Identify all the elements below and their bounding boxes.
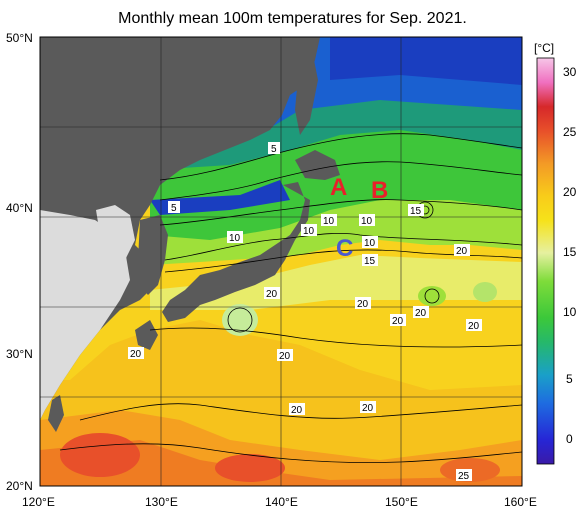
svg-text:20: 20 [291,405,303,416]
contour-label: 15 [362,254,378,267]
contour-lines [59,133,522,463]
contour-label: 5 [268,142,280,155]
colorbar-tick-30: 30 [563,65,577,79]
svg-text:10: 10 [364,238,376,249]
point-c-label: C [336,235,353,262]
svg-text:15: 15 [364,256,376,267]
svg-text:20: 20 [392,316,404,327]
svg-text:20: 20 [130,349,142,360]
colorbar-tick-0: 0 [566,432,573,446]
colorbar-tick-10: 10 [563,305,577,319]
contour-label: 20 [360,401,376,414]
svg-text:20: 20 [266,289,278,300]
contour-label: 20 [390,314,406,327]
svg-text:10: 10 [303,226,315,237]
colorbar-tick-25: 25 [563,125,577,139]
colorbar-tick-20: 20 [563,185,577,199]
grid-lines [40,37,522,486]
lon-tick-150: 150°E [385,495,418,509]
svg-text:20: 20 [362,403,374,414]
lon-tick-130: 130°E [145,495,178,509]
contour-label: 20 [128,347,144,360]
contour-label: 10 [362,236,378,249]
lon-tick-140: 140°E [265,495,298,509]
contour-label: 20 [413,306,429,319]
contour-label: 20 [277,349,293,362]
svg-text:5: 5 [271,144,277,155]
svg-text:20: 20 [456,246,468,257]
svg-text:20: 20 [279,351,291,362]
point-a-label: A [330,174,347,201]
lat-tick-30: 30°N [6,347,33,361]
lat-tick-20: 20°N [6,479,33,493]
svg-text:5: 5 [171,203,177,214]
colorbar-scale [536,57,555,465]
svg-text:10: 10 [323,216,335,227]
contour-label: 10 [359,214,375,227]
svg-text:20: 20 [468,321,480,332]
contour-label: 10 [301,224,317,237]
contour-label: 25 [456,469,472,482]
lat-tick-40: 40°N [6,201,33,215]
svg-text:20: 20 [357,299,369,310]
lon-tick-160: 160°E [504,495,537,509]
colorbar: [°C] 30 25 20 15 10 5 0 [534,41,577,465]
contour-label: 5 [168,201,180,214]
map-title: Monthly mean 100m temperatures for Sep. … [118,10,467,27]
contour-label: 20 [466,319,482,332]
svg-text:10: 10 [229,233,241,244]
contour-label: 10 [321,214,337,227]
contour-label: 10 [227,231,243,244]
contour-label: 20 [355,297,371,310]
colorbar-tick-15: 15 [563,245,577,259]
contour-label: 20 [289,403,305,416]
lon-tick-120: 120°E [22,495,55,509]
point-b-label: B [371,177,388,204]
contour-value-labels: 5 5 10 10 10 10 10 15 15 20 20 20 20 20 … [128,142,482,482]
map-frame [39,36,523,487]
svg-text:15: 15 [410,206,422,217]
colorbar-tick-5: 5 [566,372,573,386]
colorbar-unit: [°C] [534,41,554,55]
contour-label: 20 [454,244,470,257]
svg-text:10: 10 [361,216,373,227]
lat-tick-50: 50°N [6,31,33,45]
contour-label: 15 [408,204,424,217]
svg-text:20: 20 [415,308,427,319]
contour-label: 20 [264,287,280,300]
svg-text:25: 25 [458,471,470,482]
